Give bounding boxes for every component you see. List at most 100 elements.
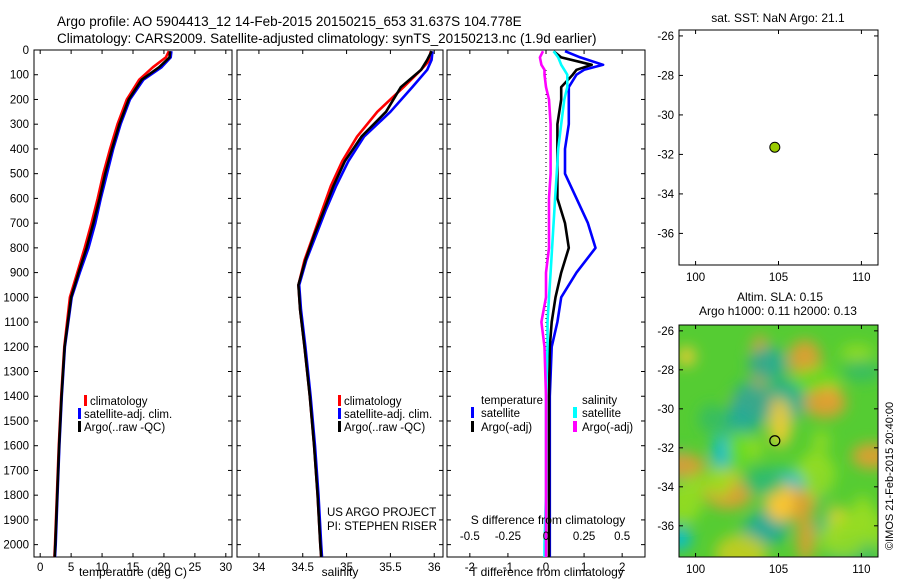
legend-label-argo: Argo(..raw -QC) — [344, 422, 425, 434]
x-tick-label: 0 — [543, 562, 549, 574]
x-tick-label: 34 — [253, 562, 266, 574]
y-tick-label: -26 — [657, 326, 674, 338]
x-tick-label: 35.5 — [379, 562, 401, 574]
x-tick-label: 100 — [686, 564, 705, 576]
legend-swatch-t-satellite — [471, 407, 474, 418]
legend-swatch-argo — [78, 421, 81, 432]
sla-anomaly-blob — [797, 514, 815, 557]
y-tick-label: -34 — [657, 189, 674, 201]
y-tick-label: 1700 — [3, 465, 29, 477]
y-tick-label: 1600 — [3, 441, 29, 453]
salinity-axes — [236, 49, 444, 558]
y-tick-label: 800 — [10, 243, 29, 255]
y-tick-label: -30 — [657, 404, 674, 416]
sla-anomaly-blob — [679, 480, 703, 523]
x-tick-label: 10 — [96, 562, 109, 574]
legend-label-t-argo: Argo(-adj) — [481, 422, 532, 434]
y-tick-label: -30 — [657, 110, 674, 122]
x-tick-label: 2 — [619, 562, 625, 574]
sla-anomaly-blob — [840, 344, 874, 361]
sla-anomaly-blob — [698, 404, 726, 434]
sla-anomaly-blob — [731, 380, 772, 430]
sla-anomaly-blob — [741, 466, 785, 497]
sla-anomaly-blob — [768, 398, 792, 448]
y-tick-label: 1800 — [3, 490, 29, 502]
legend-label-s-satellite: satellite — [582, 408, 621, 420]
y-tick-label: 1000 — [3, 292, 29, 304]
temperature-xlabel: temperature (deg C) — [79, 565, 187, 579]
y-tick-label: 1300 — [3, 367, 29, 379]
x-tick-label: 1 — [581, 562, 587, 574]
legend-swatch-satellite — [78, 408, 81, 419]
sla-anomaly-blob — [818, 517, 868, 557]
s-tick-label: -0.5 — [460, 531, 480, 543]
temperature-legend: climatology satellite-adj. clim. Argo(..… — [78, 395, 172, 434]
x-tick-label: 105 — [769, 564, 788, 576]
y-tick-label: 400 — [10, 144, 29, 156]
legend-label-argo: Argo(..raw -QC) — [84, 422, 165, 434]
y-tick-label: -36 — [657, 521, 674, 533]
legend-header-salinity: salinity — [582, 395, 617, 407]
sst-map-title: sat. SST: NaN Argo: 21.1 — [711, 11, 845, 25]
y-tick-label: 1100 — [4, 317, 29, 329]
legend-swatch-s-argo — [573, 421, 577, 432]
legend-label-climatology: climatology — [344, 396, 402, 408]
y-tick-label: -32 — [657, 443, 674, 455]
y-tick-label: -28 — [657, 365, 674, 377]
sla-anomaly-blob — [788, 339, 821, 378]
sla-anomaly-blob — [706, 465, 732, 498]
legend-swatch-s-satellite — [573, 407, 577, 418]
y-tick-label: 200 — [10, 94, 29, 106]
y-tick-label: 2000 — [3, 540, 29, 552]
series-line — [547, 50, 594, 557]
salinity-xlabel: salinity — [322, 565, 359, 579]
legend-label-satellite: satellite-adj. clim. — [84, 409, 172, 421]
sla-map-title-line1: Altim. SLA: 0.15 — [737, 290, 823, 304]
legend-swatch-t-argo — [471, 421, 474, 432]
series-line — [53, 51, 172, 558]
pi-annotation: PI: STEPHEN RISER — [327, 521, 437, 533]
sla-anomaly-blob — [797, 450, 835, 499]
sla-anomaly-blob — [679, 346, 696, 367]
sla-heatmap — [679, 325, 878, 557]
y-tick-label: -34 — [657, 482, 674, 494]
sla-anomaly-blob — [842, 360, 878, 382]
x-tick-label: 110 — [852, 272, 870, 284]
float-position-marker — [769, 435, 781, 447]
x-tick-label: 0 — [37, 562, 43, 574]
y-tick-label: 500 — [10, 169, 29, 181]
sla-anomaly-blob — [679, 526, 693, 551]
project-annotation: US ARGO PROJECT — [327, 507, 436, 519]
legend-swatch-climatology — [338, 395, 341, 406]
sla-anomaly-blob — [804, 387, 847, 419]
temperature-axes — [33, 49, 233, 558]
s-tick-label: 0 — [543, 531, 549, 543]
title-line1: Argo profile: AO 5904413_12 14-Feb-2015 … — [57, 14, 522, 29]
x-tick-label: 15 — [127, 562, 140, 574]
legend-label-climatology: climatology — [90, 396, 148, 408]
sla-anomaly-blob — [851, 443, 878, 469]
float-position-marker — [769, 141, 781, 153]
x-tick-label: -1 — [503, 562, 513, 574]
legend-swatch-argo — [338, 421, 341, 432]
y-tick-label: 1500 — [3, 416, 29, 428]
x-tick-label: 25 — [188, 562, 201, 574]
y-tick-label: -32 — [657, 149, 674, 161]
title-line2: Climatology: CARS2009. Satellite-adjuste… — [57, 31, 597, 46]
series-line — [538, 50, 552, 557]
salinity-legend: climatology satellite-adj. clim. Argo(..… — [338, 395, 432, 434]
legend-header-temperature: temperature — [481, 395, 543, 407]
y-tick-label: 1200 — [3, 342, 29, 354]
x-tick-label: 34.5 — [292, 562, 314, 574]
y-tick-label: 600 — [10, 193, 29, 205]
x-tick-label: 105 — [769, 272, 788, 284]
x-tick-label: 36 — [428, 562, 441, 574]
imos-watermark: ©IMOS 21-Feb-2015 20:40:00 — [884, 402, 896, 550]
series-line — [297, 50, 433, 558]
sla-anomaly-blob — [679, 453, 706, 477]
sla-anomaly-blob — [812, 430, 830, 451]
y-tick-label: 0 — [23, 45, 29, 57]
s-tick-label: 0.5 — [614, 531, 630, 543]
y-tick-label: -36 — [657, 228, 674, 240]
